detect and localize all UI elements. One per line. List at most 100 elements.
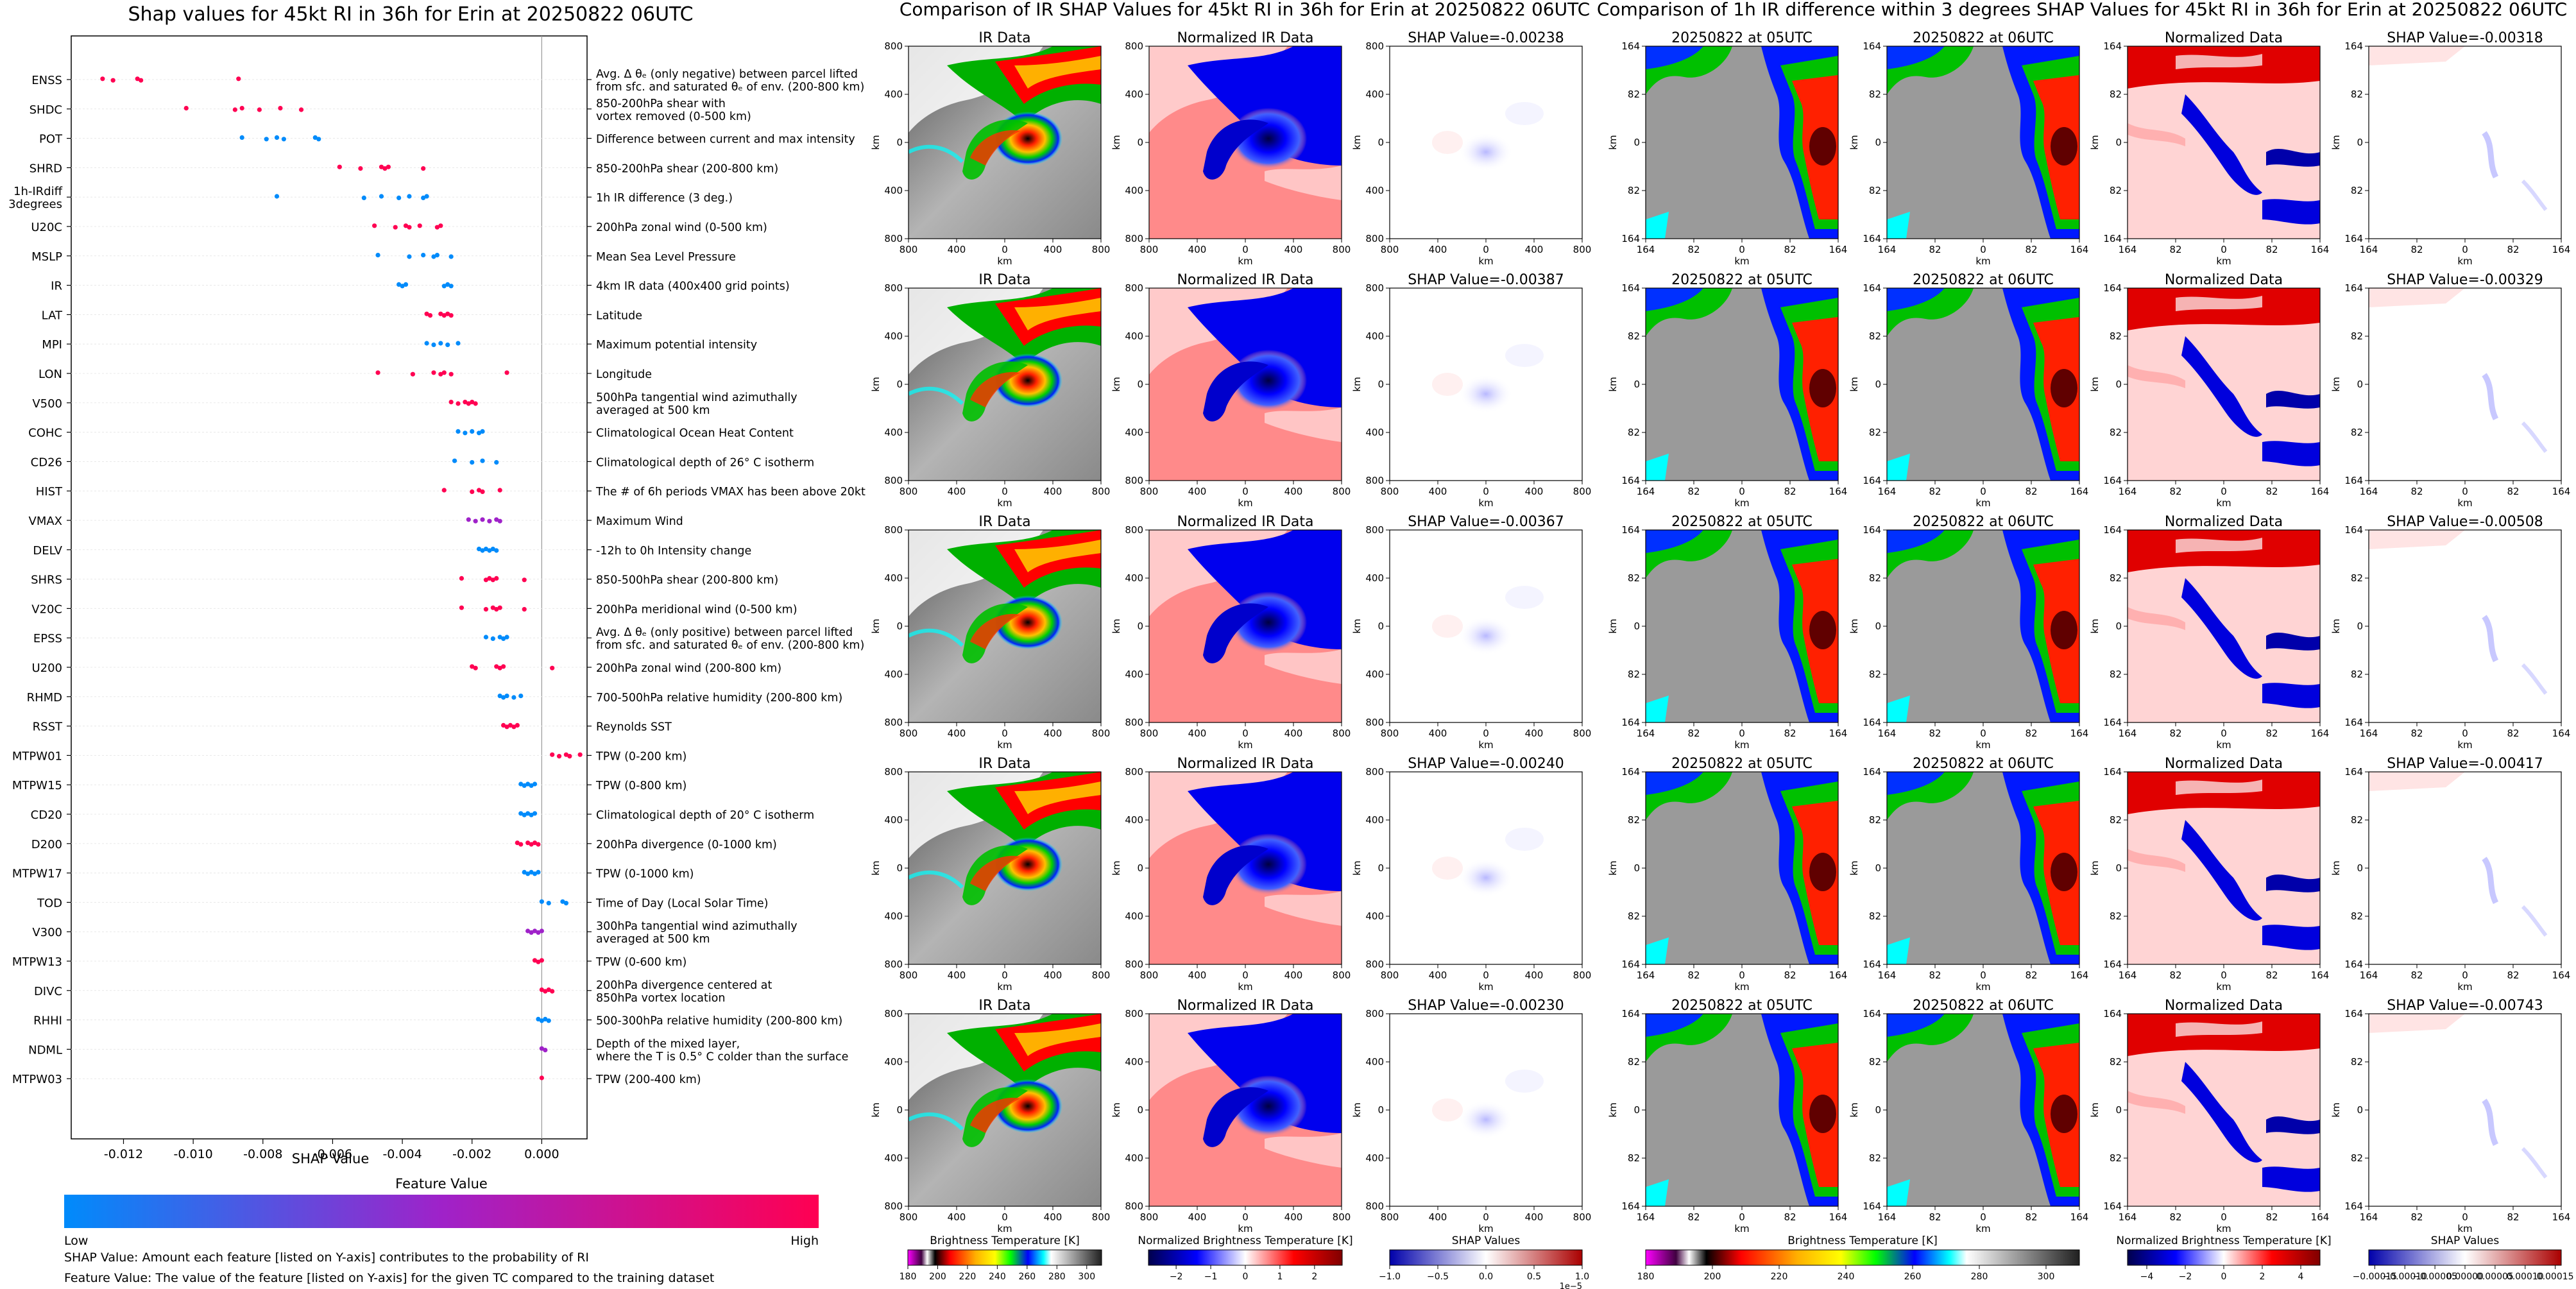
x-tick-label: 82 xyxy=(2410,486,2423,497)
shap-point xyxy=(539,1046,544,1051)
shap-point xyxy=(529,842,534,847)
y-tick-label: 82 xyxy=(2110,1056,2122,1068)
x-tick-label: 800 xyxy=(900,728,918,739)
feature-name: MTPW01 xyxy=(12,749,62,763)
shap-point xyxy=(539,899,544,904)
y-tick-label: 400 xyxy=(1125,330,1143,342)
x-tick-label: 0 xyxy=(1242,728,1249,739)
y-axis-label: km xyxy=(1607,135,1619,149)
x-tick-label: 0 xyxy=(1980,1211,1986,1223)
x-axis-label: km xyxy=(997,255,1012,267)
subplot-title: IR Data xyxy=(978,30,1030,46)
y-tick-label: 0 xyxy=(1137,862,1143,874)
x-tick-label: 0 xyxy=(1242,1211,1249,1223)
shap-point xyxy=(522,869,527,875)
y-axis-label: km xyxy=(1351,135,1363,149)
subplot-title: SHAP Value=-0.00387 xyxy=(1408,272,1564,288)
x-tick-label: 82 xyxy=(1687,1211,1700,1223)
colorbar xyxy=(2127,1249,2321,1266)
y-tick-label: 164 xyxy=(2103,1200,2122,1212)
y-tick-label: 164 xyxy=(1621,959,1640,970)
shap-point xyxy=(445,282,450,287)
colorbar-tick-label: 2 xyxy=(1311,1272,1317,1282)
y-tick-label: 164 xyxy=(1863,475,1881,486)
x-tick-label: 0 xyxy=(1242,244,1249,255)
y-tick-label: 0 xyxy=(896,137,903,148)
x-tick-label: 164 xyxy=(2552,969,2571,981)
x-tick-label: 800 xyxy=(1381,728,1399,739)
shap-point xyxy=(543,1016,548,1021)
y-tick-label: 400 xyxy=(884,185,903,196)
shap-point xyxy=(456,429,461,434)
heatmap-image xyxy=(1148,529,1342,723)
x-tick-label: 0 xyxy=(2462,969,2468,981)
y-tick-label: 0 xyxy=(1633,862,1640,874)
shap-point xyxy=(424,311,429,316)
feature-name: SHRD xyxy=(30,162,62,175)
y-tick-label: 164 xyxy=(1863,40,1881,52)
x-tick-label: 800 xyxy=(900,244,918,255)
subplot-title: SHAP Value=-0.00318 xyxy=(2387,30,2543,46)
x-tick-label: 0 xyxy=(2221,969,2227,981)
shap-point xyxy=(567,754,572,759)
subplot-title: Normalized IR Data xyxy=(1177,514,1313,530)
colorbar-tick-label: 260 xyxy=(1018,1272,1036,1282)
x-tick-label: 400 xyxy=(1429,728,1447,739)
feature-name: MTPW13 xyxy=(12,955,62,969)
y-tick-label: 82 xyxy=(1628,185,1640,196)
feature-colorbar-high: High xyxy=(790,1234,819,1248)
shap-point xyxy=(532,841,538,846)
feature-name: CD26 xyxy=(31,456,62,469)
x-tick-label: 400 xyxy=(1284,969,1303,981)
y-tick-label: 400 xyxy=(884,1056,903,1068)
y-tick-label: 400 xyxy=(1125,572,1143,584)
shap-point xyxy=(257,107,262,112)
heatmap-image xyxy=(2368,529,2562,723)
y-tick-label: 164 xyxy=(2344,475,2363,486)
y-tick-label: 800 xyxy=(1365,1200,1384,1212)
y-tick-label: 800 xyxy=(1125,475,1143,486)
x-tick-label: 82 xyxy=(2265,1211,2278,1223)
shap-point xyxy=(441,488,447,493)
feature-description: Time of Day (Local Solar Time) xyxy=(595,897,769,910)
subplot-title: 20250822 at 06UTC xyxy=(1913,756,2054,772)
x-tick-label: 82 xyxy=(2507,969,2519,981)
y-axis-label: km xyxy=(870,860,882,875)
heatmap-image xyxy=(1148,46,1342,239)
y-tick-label: 0 xyxy=(1378,137,1384,148)
x-tick-label: 800 xyxy=(1381,1211,1399,1223)
shap-point xyxy=(448,254,454,259)
feature-description: Latitude xyxy=(596,309,642,322)
x-tick-label: 82 xyxy=(2025,969,2037,981)
x-tick-label: 82 xyxy=(2169,728,2181,739)
colorbar-tick-label: 240 xyxy=(1838,1272,1855,1282)
shap-point xyxy=(543,989,548,994)
panel-title: Comparison of 1h IR difference within 3 … xyxy=(1597,0,2567,20)
subplot-title: SHAP Value=-0.00367 xyxy=(1408,514,1564,530)
colorbar-label: Brightness Temperature [K] xyxy=(930,1234,1079,1247)
shap-point xyxy=(431,342,436,348)
y-tick-label: 82 xyxy=(2110,669,2122,680)
y-tick-label: 0 xyxy=(1875,379,1881,390)
x-axis-label: km xyxy=(2457,1223,2472,1234)
shap-point xyxy=(434,253,440,258)
heatmap-image xyxy=(908,1013,1102,1207)
x-tick-label: 800 xyxy=(1573,969,1592,981)
shap-point xyxy=(459,605,465,610)
y-tick-label: 82 xyxy=(2351,572,2363,584)
heatmap-image xyxy=(1886,771,2080,965)
shap-point xyxy=(529,930,534,935)
x-tick-label: 0 xyxy=(1483,728,1489,739)
x-tick-label: 400 xyxy=(948,728,966,739)
x-tick-label: 164 xyxy=(2311,969,2330,981)
feature-colorbar-title: Feature Value xyxy=(395,1176,488,1191)
shap-point xyxy=(577,752,583,757)
shap-point xyxy=(470,429,475,434)
y-tick-label: 400 xyxy=(1365,572,1384,584)
y-axis-label: km xyxy=(1111,619,1122,633)
heatmap-image xyxy=(908,771,1102,965)
x-axis-label: km xyxy=(1975,497,1990,509)
subplot-title: 20250822 at 06UTC xyxy=(1913,998,2054,1014)
y-tick-label: 164 xyxy=(2344,233,2363,244)
